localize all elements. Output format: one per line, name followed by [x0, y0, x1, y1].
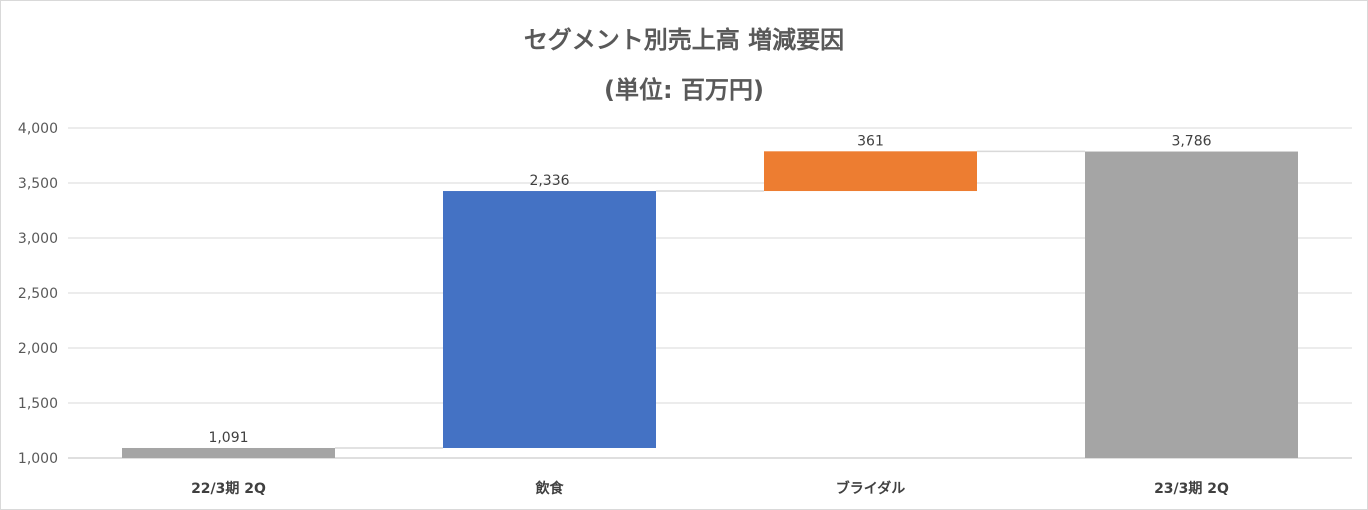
y-tick-label: 3,000 — [18, 231, 58, 247]
x-category-label: ブライダル — [836, 480, 905, 497]
data-label: 3,786 — [1171, 134, 1211, 150]
bar — [443, 191, 656, 448]
bar — [764, 151, 977, 192]
chart-title: セグメント別売上高 増減要因 — [523, 26, 845, 54]
data-label: 361 — [857, 133, 884, 149]
x-category-label: 23/3期 2Q — [1154, 481, 1229, 497]
chart-subtitle: (単位: 百万円) — [604, 76, 764, 104]
data-label: 2,336 — [529, 173, 569, 189]
bar — [122, 447, 335, 458]
y-tick-label: 1,000 — [18, 451, 58, 467]
y-tick-label: 2,000 — [18, 341, 58, 357]
y-tick-label: 3,500 — [18, 176, 58, 192]
y-tick-label: 1,500 — [18, 396, 58, 412]
y-tick-label: 4,000 — [18, 121, 58, 137]
x-category-label: 22/3期 2Q — [191, 481, 266, 497]
bar — [1085, 151, 1298, 459]
y-tick-label: 2,500 — [18, 286, 58, 302]
data-label: 1,091 — [208, 430, 248, 446]
x-category-label: 飲食 — [535, 480, 565, 497]
